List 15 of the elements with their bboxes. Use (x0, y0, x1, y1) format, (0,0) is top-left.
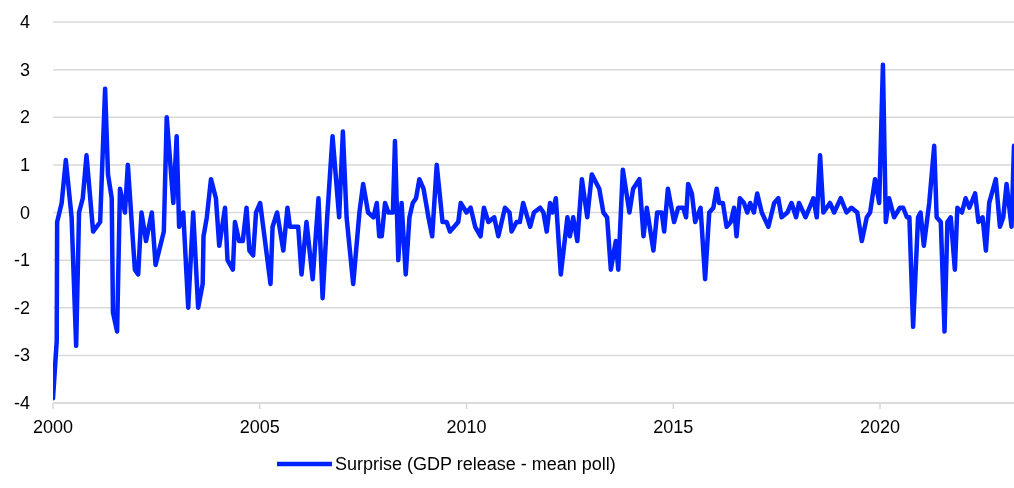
legend-label: Surprise (GDP release - mean poll) (335, 454, 616, 474)
x-tick-label: 2020 (860, 417, 901, 437)
x-tick-label: 2000 (32, 417, 74, 437)
y-tick-label: 2 (19, 107, 30, 128)
y-tick-label: -3 (13, 345, 30, 366)
y-tick-label: 3 (19, 59, 30, 80)
y-tick-label: -4 (13, 393, 30, 413)
x-tick-label: 2005 (239, 417, 280, 437)
y-tick-label: -2 (13, 297, 30, 318)
y-tick-label: 0 (19, 202, 30, 223)
x-tick-label: 2015 (653, 417, 694, 437)
x-tick-label: 2010 (446, 417, 487, 437)
y-tick-label: 4 (19, 12, 30, 32)
y-tick-label: 1 (19, 154, 30, 175)
y-tick-label: -1 (13, 250, 30, 271)
